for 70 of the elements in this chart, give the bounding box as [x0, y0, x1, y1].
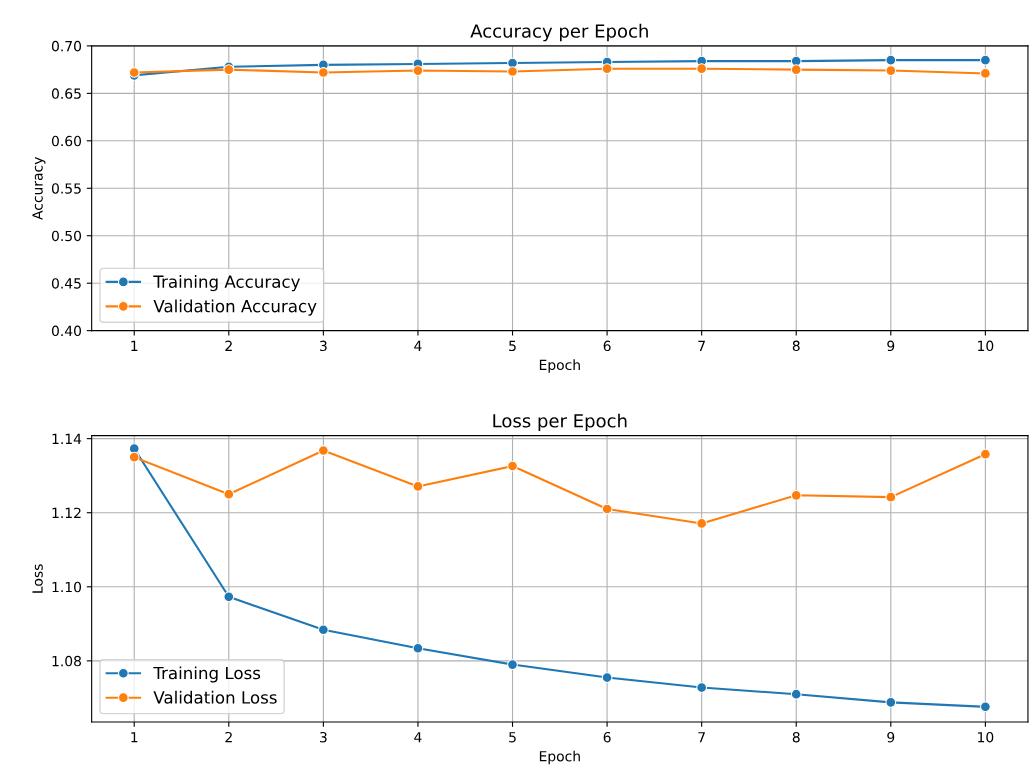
x-tick-label: 8 — [792, 731, 800, 743]
y-tick-label: 1.12 — [52, 507, 81, 518]
point — [317, 67, 329, 78]
chart-title: Loss per Epoch — [493, 413, 627, 432]
y-tick-label: 0.70 — [51, 40, 82, 52]
point — [790, 489, 802, 501]
legend-label: Training Loss — [153, 666, 261, 683]
x-tick-label: 1 — [131, 732, 138, 743]
point — [696, 63, 708, 75]
x-tick-label: 6 — [603, 731, 611, 743]
point — [412, 642, 424, 654]
point — [980, 54, 991, 66]
x-tick-label: 8 — [792, 340, 800, 352]
x-tick-label: 4 — [414, 340, 422, 351]
x-tick-label: 4 — [414, 732, 422, 743]
x-axis-title: Epoch — [539, 750, 580, 765]
point — [696, 518, 708, 529]
point — [885, 65, 897, 76]
legend-label: Validation Accuracy — [153, 299, 317, 316]
x-tick-label: 1 — [131, 340, 138, 351]
point — [317, 445, 329, 456]
point — [790, 688, 802, 700]
point — [412, 65, 424, 76]
point — [601, 672, 613, 683]
y-tick-label: 0.60 — [51, 135, 82, 147]
y-tick-label: 1.10 — [52, 581, 82, 593]
y-tick-label: 0.50 — [51, 230, 82, 242]
point — [223, 591, 235, 603]
y-axis-title: Loss — [32, 564, 43, 593]
chart-title: Accuracy per Epoch — [470, 23, 648, 42]
x-tick-label: 2 — [225, 340, 232, 351]
point — [507, 460, 518, 472]
legend-label: Validation Loss — [153, 690, 277, 704]
x-tick-label: 10 — [978, 731, 994, 743]
point — [223, 488, 235, 500]
point — [885, 54, 897, 66]
y-tick-label: 0.40 — [51, 325, 82, 337]
point — [980, 701, 991, 713]
x-tick-label: 9 — [887, 340, 895, 352]
x-tick-label: 3 — [320, 731, 327, 743]
point — [696, 682, 708, 693]
x-tick-label: 6 — [603, 340, 611, 352]
x-tick-label: 3 — [320, 340, 327, 352]
point — [980, 68, 991, 79]
y-tick-label: 1.14 — [52, 433, 82, 444]
point — [317, 624, 329, 636]
point — [507, 66, 518, 77]
point — [885, 696, 897, 708]
point — [790, 64, 802, 76]
point — [412, 481, 424, 492]
point — [507, 659, 518, 670]
x-tick-label: 5 — [509, 732, 516, 743]
y-tick-label: 1.08 — [52, 655, 81, 667]
x-tick-label: 7 — [698, 340, 705, 351]
x-tick-label: 10 — [978, 340, 994, 352]
x-tick-label: 5 — [509, 340, 516, 352]
x-tick-label: 7 — [698, 732, 705, 743]
x-tick-label: 9 — [887, 731, 895, 743]
point — [128, 451, 140, 463]
y-tick-label: 0.45 — [51, 278, 81, 289]
point — [885, 491, 897, 503]
point — [601, 63, 613, 75]
y-tick-label: 0.65 — [51, 88, 81, 99]
y-axis-title: Accuracy — [32, 156, 46, 220]
legend-label: Training Accuracy — [153, 275, 300, 292]
x-tick-label: 2 — [225, 731, 232, 743]
x-axis-title: Epoch — [539, 359, 580, 373]
point — [601, 503, 613, 515]
y-tick-label: 0.55 — [51, 183, 81, 194]
point — [980, 448, 991, 460]
